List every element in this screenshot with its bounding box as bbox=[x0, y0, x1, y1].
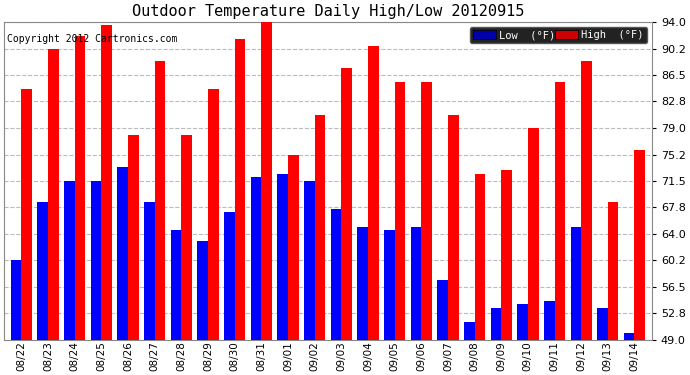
Bar bbox=[581, 61, 592, 340]
Bar bbox=[11, 261, 21, 340]
Bar bbox=[395, 82, 405, 340]
Bar bbox=[144, 202, 155, 340]
Bar bbox=[331, 209, 342, 340]
Bar bbox=[411, 226, 422, 340]
Bar bbox=[128, 135, 139, 340]
Bar bbox=[48, 49, 59, 340]
Bar bbox=[608, 202, 618, 340]
Bar bbox=[64, 181, 75, 340]
Bar bbox=[635, 150, 645, 340]
Bar bbox=[422, 82, 432, 340]
Bar bbox=[555, 82, 565, 340]
Bar bbox=[250, 177, 262, 340]
Bar bbox=[368, 46, 379, 340]
Bar bbox=[37, 202, 48, 340]
Bar bbox=[101, 25, 112, 340]
Bar bbox=[288, 154, 299, 340]
Bar bbox=[501, 170, 512, 340]
Bar bbox=[304, 181, 315, 340]
Bar bbox=[624, 333, 635, 340]
Bar bbox=[437, 279, 448, 340]
Bar bbox=[342, 68, 352, 340]
Bar bbox=[181, 135, 192, 340]
Bar bbox=[235, 39, 246, 340]
Bar bbox=[91, 181, 101, 340]
Bar bbox=[528, 128, 538, 340]
Text: Copyright 2012 Cartronics.com: Copyright 2012 Cartronics.com bbox=[8, 34, 178, 44]
Bar bbox=[315, 115, 325, 340]
Bar bbox=[197, 241, 208, 340]
Bar bbox=[208, 89, 219, 340]
Bar bbox=[464, 322, 475, 340]
Bar bbox=[544, 301, 555, 340]
Title: Outdoor Temperature Daily High/Low 20120915: Outdoor Temperature Daily High/Low 20120… bbox=[132, 4, 524, 19]
Bar bbox=[224, 212, 235, 340]
Bar bbox=[475, 174, 485, 340]
Bar bbox=[21, 89, 32, 340]
Bar bbox=[597, 308, 608, 340]
Bar bbox=[518, 304, 528, 340]
Bar bbox=[448, 115, 459, 340]
Bar bbox=[571, 226, 581, 340]
Bar bbox=[277, 174, 288, 340]
Bar bbox=[384, 230, 395, 340]
Legend: Low  (°F), High  (°F): Low (°F), High (°F) bbox=[469, 27, 647, 44]
Bar bbox=[170, 230, 181, 340]
Bar bbox=[262, 22, 272, 340]
Bar bbox=[75, 36, 86, 340]
Bar bbox=[491, 308, 501, 340]
Bar bbox=[155, 61, 166, 340]
Bar bbox=[357, 226, 368, 340]
Bar bbox=[117, 166, 128, 340]
